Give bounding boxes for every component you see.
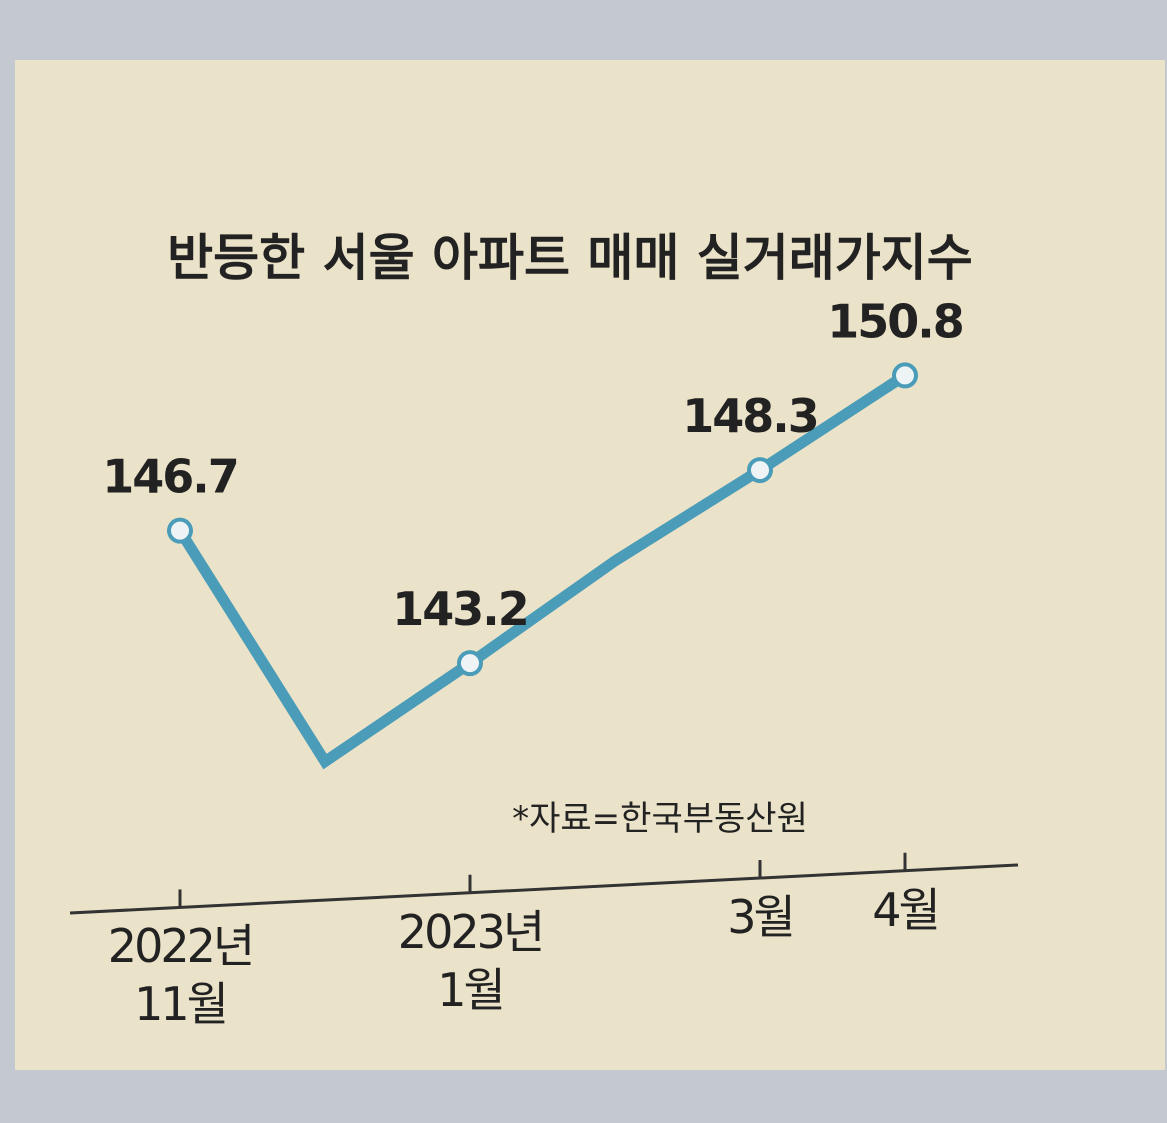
data-label: 146.7 [102, 450, 238, 504]
x-tick-label: 2022년 11월 [107, 919, 255, 1032]
marker [892, 362, 918, 389]
marker [747, 457, 773, 484]
line [175, 370, 909, 770]
data-label: 148.3 [682, 389, 818, 443]
data-label: 150.8 [827, 294, 963, 348]
data-label: 143.2 [392, 582, 528, 636]
source: *자료=한국부동산원 [512, 799, 808, 839]
chart-title: 반등한 서울 아파트 매매 실거래가지수 [167, 229, 973, 287]
marker [457, 650, 483, 677]
x-tick-label: 2023년 1월 [397, 904, 545, 1017]
x-axis [69, 863, 1019, 915]
x-tick-label: 4월 [872, 882, 941, 937]
x-tick-label: 3월 [727, 890, 796, 945]
marker [167, 517, 193, 544]
